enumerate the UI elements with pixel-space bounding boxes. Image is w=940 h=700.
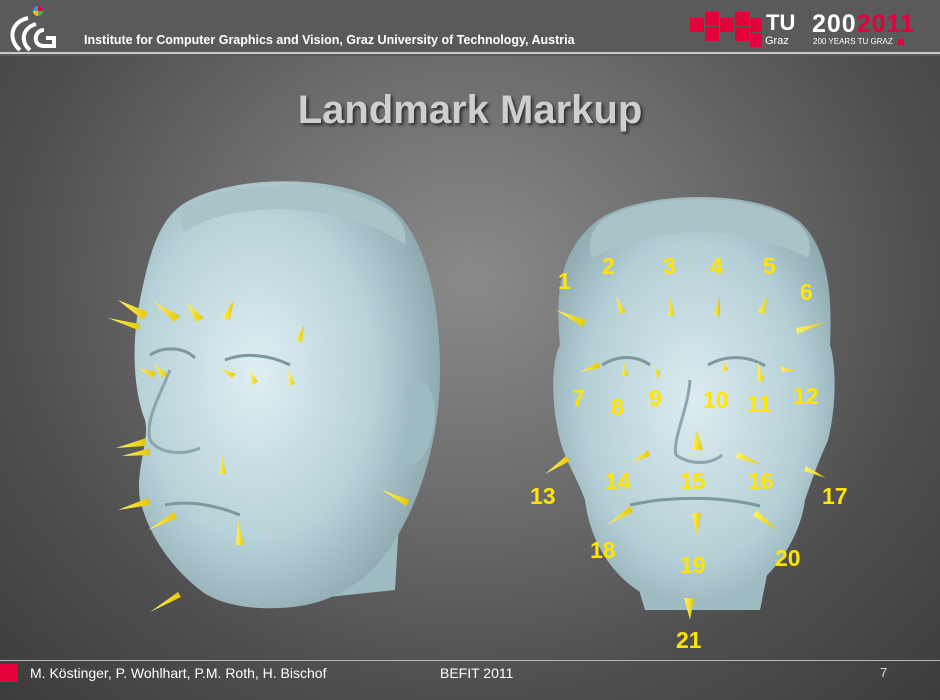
left-head-eye [149, 347, 197, 360]
anniversary-logo: 2002011 [812, 11, 915, 37]
landmark-label: 11 [747, 391, 772, 417]
landmark-marker [236, 520, 244, 545]
anniversary-square-icon [898, 39, 904, 45]
landmark-marker [780, 366, 798, 372]
landmark-label: 2 [602, 253, 615, 279]
landmark-marker [796, 322, 826, 334]
landmark-marker [154, 302, 180, 322]
right-head-nose [673, 379, 723, 464]
landmark-marker [382, 490, 410, 506]
landmark-label: 15 [680, 468, 706, 494]
left-head-hair [180, 185, 406, 245]
landmark-marker [758, 296, 768, 315]
landmark-label: 7 [572, 385, 585, 411]
header-bar [0, 0, 940, 56]
left-head [108, 181, 441, 612]
landmark-marker [122, 448, 150, 456]
landmark-marker [758, 362, 764, 382]
landmark-label: 21 [676, 627, 702, 653]
institute-name: Institute for Computer Graphics and Visi… [84, 33, 575, 47]
landmark-marker [148, 512, 177, 530]
anniversary-years: 200 [812, 10, 857, 38]
landmark-marker [684, 598, 694, 620]
footer-authors: M. Köstinger, P. Wohlhart, P.M. Roth, H.… [30, 665, 327, 681]
landmark-label: 3 [663, 253, 676, 279]
landmark-label: 4 [710, 253, 723, 279]
landmark-marker [692, 513, 701, 537]
tu-graz-logo-icon [690, 12, 762, 47]
landmark-marker [118, 300, 148, 320]
footer-accent-square [0, 664, 18, 682]
landmark-marker [607, 506, 633, 525]
landmark-marker [545, 456, 570, 474]
left-head-eye [224, 354, 291, 367]
right-head-hair [590, 199, 810, 258]
anniversary-caption: 200 YEARS TU GRAZ [813, 37, 893, 46]
landmark-label: 6 [800, 279, 813, 305]
landmark-marker [580, 362, 600, 372]
landmark-marker [108, 318, 140, 330]
landmark-marker [654, 366, 660, 380]
landmark-label: 14 [605, 468, 631, 494]
landmark-label: 18 [590, 537, 616, 563]
left-landmark-markers [108, 300, 410, 612]
landmark-label: 5 [763, 253, 776, 279]
left-head-nose [147, 369, 201, 454]
landmark-label: 16 [748, 468, 774, 494]
landmark-label: 8 [611, 394, 624, 420]
landmark-marker [722, 362, 728, 372]
landmark-marker [296, 325, 304, 343]
landmark-label: 13 [530, 483, 556, 509]
landmark-marker [616, 296, 626, 314]
right-head-eye [707, 356, 766, 368]
landmark-label: 17 [822, 483, 848, 509]
slide-title: Landmark Markup [297, 88, 643, 132]
landmark-marker [222, 300, 234, 320]
landmark-marker [288, 370, 295, 386]
icg-logo-icon [10, 6, 56, 52]
landmark-marker [736, 452, 762, 465]
landmark-marker [714, 296, 720, 316]
landmark-marker [668, 296, 674, 316]
landmark-marker [116, 438, 146, 448]
left-head-skin [134, 181, 441, 609]
landmark-label: 12 [793, 383, 819, 409]
landmark-marker [622, 362, 628, 376]
landmark-marker [220, 368, 236, 378]
landmark-marker [154, 364, 168, 378]
landmark-marker [692, 430, 703, 450]
landmark-marker [150, 592, 181, 612]
landmark-marker [118, 498, 150, 510]
footer-divider [0, 660, 940, 661]
left-head-mouth [164, 501, 241, 517]
landmark-marker [186, 302, 204, 322]
header-divider [0, 52, 940, 54]
landmark-marker [250, 370, 258, 385]
landmark-marker [220, 454, 226, 474]
landmark-marker [556, 310, 586, 327]
landmark-label: 19 [680, 552, 706, 578]
landmark-label: 9 [649, 385, 662, 411]
landmark-label: 20 [775, 545, 801, 571]
right-head-skin [553, 197, 835, 608]
landmark-marker [753, 510, 777, 530]
right-head-eye [601, 356, 651, 367]
right-head: 1 2 3 4 5 6 7 8 9 10 11 12 13 14 15 16 1… [530, 197, 848, 653]
landmark-label: 10 [703, 387, 729, 413]
left-head-ear [402, 380, 435, 465]
anniversary-year: 2011 [856, 10, 915, 38]
landmark-label: 1 [558, 268, 571, 294]
landmark-marker [138, 368, 156, 378]
tu-wordmark: TU [766, 10, 796, 35]
landmark-marker [804, 466, 826, 478]
footer-event: BEFIT 2011 [440, 665, 514, 681]
right-head-mouth [629, 496, 761, 508]
right-landmark-markers [545, 296, 826, 620]
tu-city: Graz [765, 35, 789, 47]
page-number: 7 [880, 665, 888, 680]
landmark-marker [632, 450, 650, 462]
